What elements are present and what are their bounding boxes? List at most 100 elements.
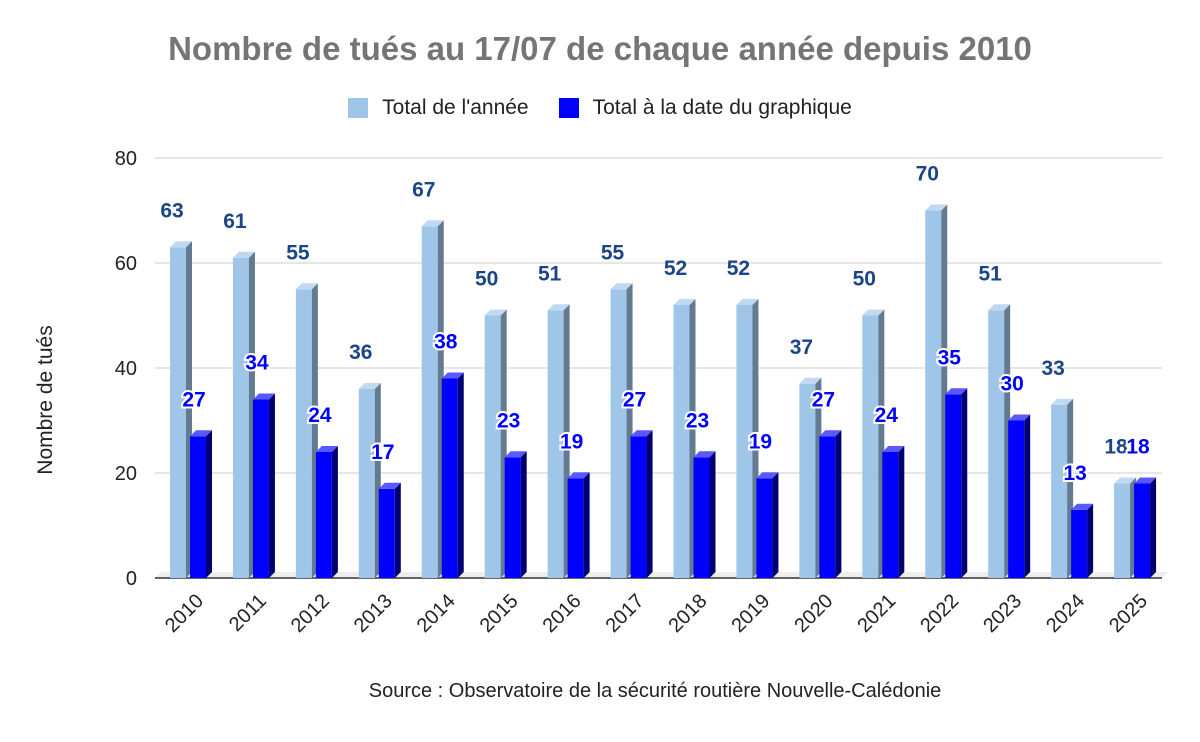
legend-swatch-total-date: [558, 98, 579, 118]
bar-top: [567, 472, 590, 479]
bar-side: [206, 430, 212, 578]
x-tick-label: 2025: [1105, 590, 1152, 637]
bar-front: [819, 436, 836, 578]
bar-front: [925, 210, 942, 578]
bar-top: [819, 430, 842, 437]
bar-front: [988, 310, 1005, 578]
data-label: 18: [1126, 436, 1150, 459]
bar-front: [421, 226, 438, 578]
x-tick-label: 2020: [790, 590, 837, 637]
bar-top: [1008, 414, 1031, 421]
x-tick-label: 2014: [413, 590, 460, 637]
data-label: 70: [916, 163, 939, 186]
bar-top: [630, 430, 653, 437]
x-tick-label: 2012: [287, 590, 334, 637]
bar-top: [610, 283, 633, 290]
data-label: 34: [245, 352, 269, 375]
x-tick-label: 2021: [853, 590, 900, 637]
bar-top: [925, 204, 948, 211]
y-tick-label: 60: [115, 253, 137, 275]
data-label: 35: [938, 346, 962, 369]
bar-top: [441, 372, 464, 379]
y-tick-label: 80: [115, 148, 137, 170]
bar-side: [709, 451, 716, 578]
bar-top: [170, 241, 192, 248]
chart-floor: [155, 572, 1168, 578]
bar-side: [1024, 414, 1031, 578]
bar-top: [232, 251, 255, 258]
bar-front: [504, 457, 521, 578]
data-label: 19: [749, 430, 772, 453]
data-label: 67: [412, 178, 435, 201]
data-label: 33: [1041, 357, 1064, 380]
bar-front: [882, 452, 899, 578]
bar-top: [252, 393, 275, 400]
bar-top: [421, 220, 444, 227]
bar-front: [378, 488, 395, 578]
data-label: 23: [686, 409, 709, 432]
bar-front: [610, 289, 627, 578]
bar-front: [547, 310, 564, 578]
x-tick-label: 2016: [539, 590, 586, 637]
bar-top: [378, 482, 401, 489]
bar-front: [567, 478, 584, 578]
data-label: 13: [1063, 462, 1086, 485]
legend-item-total-annee: Total de l'année: [348, 96, 529, 120]
data-label: 30: [1001, 373, 1024, 396]
bar-side: [772, 472, 779, 578]
bar-side: [898, 446, 905, 578]
bar-top: [756, 472, 779, 479]
data-label: 36: [349, 341, 372, 364]
x-tick-label: 2023: [979, 590, 1026, 637]
bar-front: [252, 399, 269, 578]
data-label: 52: [727, 257, 750, 280]
bar-front: [673, 305, 690, 578]
x-tick-label: 2018: [664, 590, 711, 637]
bar-front: [1114, 483, 1131, 578]
x-tick-label: 2024: [1042, 590, 1089, 637]
source-note: Source : Observatoire de la sécurité rou…: [368, 680, 942, 702]
bar-top: [1051, 398, 1074, 405]
data-label: 61: [223, 210, 247, 233]
data-label: 18: [1104, 436, 1128, 459]
data-label: 37: [790, 336, 813, 359]
bar-front: [441, 378, 458, 578]
data-label: 17: [371, 441, 394, 464]
bar-side: [1087, 503, 1094, 578]
data-label: 27: [623, 388, 646, 411]
legend-item-total-date: Total à la date du graphique: [558, 96, 852, 120]
bar-front: [358, 389, 375, 578]
bar-top: [484, 309, 507, 316]
bar-front: [736, 305, 753, 578]
bar-side: [520, 451, 527, 578]
data-label: 27: [812, 388, 835, 411]
bar-top: [315, 446, 338, 452]
data-label: 24: [308, 404, 332, 427]
data-label: 50: [475, 268, 498, 291]
bar-top: [988, 304, 1011, 311]
y-tick-label: 40: [115, 358, 137, 380]
data-label: 50: [853, 268, 876, 291]
bar-top: [673, 299, 696, 305]
bar-front: [484, 315, 501, 578]
y-tick-label: 0: [126, 568, 137, 590]
bar-top: [190, 430, 212, 437]
bar-front: [693, 457, 710, 578]
bar-side: [394, 482, 401, 578]
bar-side: [583, 472, 590, 578]
bar-top: [882, 446, 905, 452]
bar-side: [268, 393, 275, 578]
bar-top: [693, 451, 716, 458]
x-tick-label: 2011: [225, 590, 271, 636]
bar-front: [295, 289, 312, 578]
bar-front: [862, 315, 879, 578]
legend-swatch-total-annee: [348, 98, 369, 118]
bar-top: [547, 304, 570, 311]
data-label: 51: [979, 262, 1003, 285]
bar-front: [799, 383, 816, 578]
data-label: 38: [434, 331, 458, 354]
bar-front: [232, 257, 249, 578]
data-label: 55: [286, 241, 310, 264]
data-label: 23: [497, 409, 520, 432]
